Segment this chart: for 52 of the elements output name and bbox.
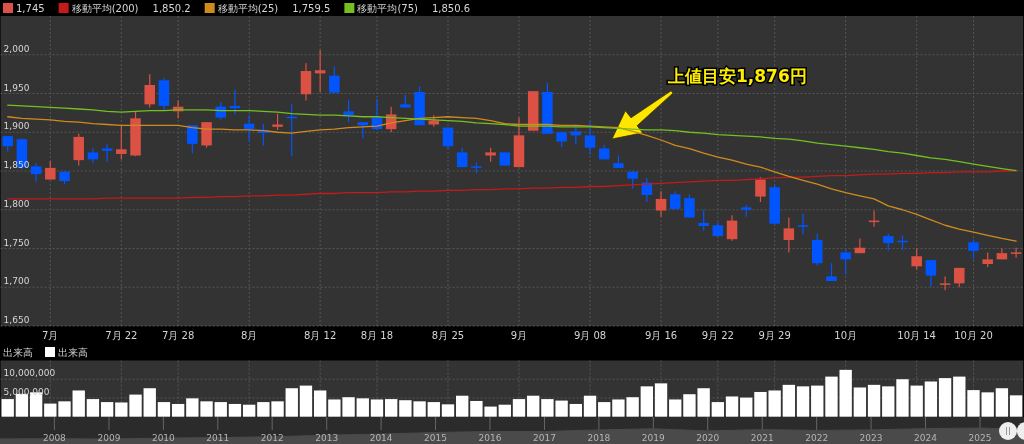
x-tick-label: 2008 bbox=[42, 433, 67, 443]
x-tick-label: 2015 bbox=[424, 433, 447, 443]
legend-label: 移動平均(200) bbox=[71, 3, 139, 14]
x-tick-label: 9月 16 bbox=[644, 330, 678, 341]
legend-label: 出来高 bbox=[58, 347, 88, 358]
x-tick-label: 2009 bbox=[97, 433, 121, 443]
x-tick-label: 9月 22 bbox=[701, 330, 734, 341]
x-tick-label: 2010 bbox=[151, 433, 176, 443]
text: 1,759.5 bbox=[292, 3, 331, 14]
x-tick-label: 10月 bbox=[834, 330, 858, 341]
x-tick-label: 2012 bbox=[260, 433, 284, 443]
y-tick-label: 2,000 bbox=[3, 43, 30, 54]
x-tick-label: 2011 bbox=[206, 433, 230, 443]
x-tick-label: 9月 29 bbox=[758, 330, 791, 341]
legend-label: 移動平均(25) bbox=[217, 3, 279, 14]
x-tick-label: 2013 bbox=[315, 433, 339, 443]
x-tick-label: 2024 bbox=[914, 433, 938, 443]
text: 1,850.6 bbox=[431, 3, 471, 14]
x-tick-label: 2017 bbox=[533, 433, 556, 443]
x-tick-label: 2025 bbox=[968, 433, 992, 443]
y-tick-label: 1,900 bbox=[3, 121, 30, 132]
x-tick-label: 10月 14 bbox=[897, 330, 936, 341]
x-tick-label: 2019 bbox=[641, 433, 666, 443]
x-tick-label: 8月 12 bbox=[304, 330, 337, 341]
x-tick-label: 2020 bbox=[696, 433, 720, 443]
x-tick-label: 7月 22 bbox=[105, 330, 138, 341]
chart-title: 出来高 bbox=[3, 347, 33, 358]
x-tick-label: 7月 28 bbox=[162, 330, 195, 341]
y-tick-label: 10,000,000 bbox=[3, 368, 56, 379]
x-tick-label: 2016 bbox=[478, 433, 502, 443]
x-tick-label: 9月 bbox=[510, 330, 528, 341]
x-tick-label: 2022 bbox=[805, 433, 829, 443]
x-tick-label: 9月 08 bbox=[573, 330, 607, 341]
x-tick-label: 2021 bbox=[750, 433, 774, 443]
x-tick-label: 8月 bbox=[240, 330, 258, 341]
x-tick-label: 8月 25 bbox=[431, 330, 465, 341]
y-tick-label: 5,000,000 bbox=[3, 386, 50, 397]
legend-label: 移動平均(75) bbox=[357, 3, 419, 14]
x-tick-label: 8月 18 bbox=[360, 330, 394, 341]
y-tick-label: 1,700 bbox=[3, 276, 30, 287]
annotation: 上値目安1,876円 bbox=[667, 66, 807, 86]
text: 1,850.2 bbox=[152, 3, 191, 14]
y-tick-label: 1,950 bbox=[3, 82, 30, 93]
text: 1,745 bbox=[16, 3, 45, 14]
x-tick-label: 2023 bbox=[859, 433, 883, 443]
x-tick-label: 2018 bbox=[587, 433, 611, 443]
x-tick-label: 7月 bbox=[42, 330, 59, 341]
x-tick-label: 2014 bbox=[369, 433, 393, 443]
y-tick-label: 1,750 bbox=[3, 237, 30, 248]
x-tick-label: 10月 20 bbox=[954, 330, 993, 341]
y-tick-label: 1,650 bbox=[3, 315, 30, 325]
y-tick-label: 1,800 bbox=[3, 198, 30, 209]
